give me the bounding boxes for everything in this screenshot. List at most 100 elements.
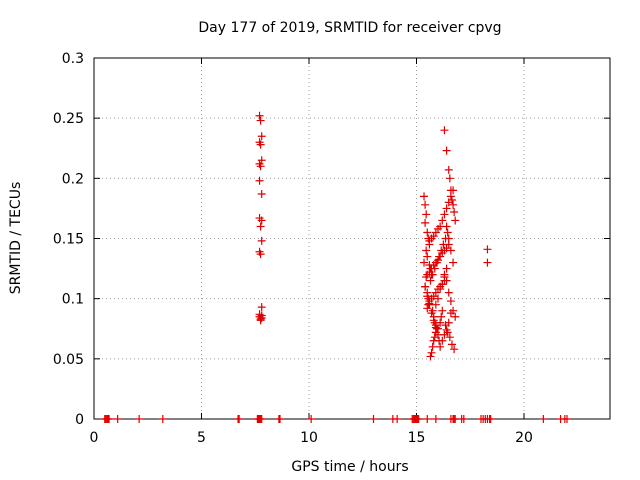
data-point [447,195,456,204]
data-point [459,415,468,423]
data-point [436,285,445,294]
data-point [442,222,451,231]
data-point [443,228,452,237]
y-tick-label: 0.2 [62,171,84,187]
data-point [446,186,455,195]
data-point [256,116,265,125]
data-point [431,323,440,332]
data-point [431,300,440,309]
data-point [421,218,430,227]
x-tick-label: 0 [90,430,99,446]
data-point [444,318,453,327]
data-point [426,352,435,361]
data-point [421,282,430,291]
data-point [423,304,432,313]
data-point [447,340,456,349]
data-point [434,294,442,303]
data-point [158,415,167,423]
data-point [275,415,284,423]
data-point [257,132,266,141]
data-point [256,250,265,259]
data-point [257,303,266,312]
data-point [255,159,264,168]
data-point [449,200,458,209]
data-point [483,245,492,254]
data-point [105,415,114,423]
data-point [442,204,451,213]
data-point [425,299,434,308]
data-point [486,415,495,423]
data-point [427,309,436,318]
data-point [442,264,451,273]
data-point [437,246,446,255]
x-tick-label: 10 [300,430,318,446]
data-point [423,292,432,301]
data-point [428,270,437,279]
data-point [446,309,455,318]
data-point [426,276,435,285]
data-point [446,297,455,306]
data-point [257,415,266,423]
data-point [440,273,449,282]
x-tick-label: 20 [515,430,533,446]
data-point [235,415,244,423]
data-point [256,315,265,324]
data-point [257,236,266,245]
data-point [439,240,448,249]
data-point [421,200,430,209]
data-point [441,234,450,243]
data-point [255,176,264,185]
data-point [423,415,432,423]
data-point [135,415,144,423]
data-point [431,415,440,423]
data-point [444,165,453,174]
data-point [435,252,444,261]
data-point [113,415,122,423]
data-point [255,111,264,120]
data-point [539,415,548,423]
data-point [437,312,446,321]
data-point [451,216,460,225]
data-point [420,192,429,201]
y-tick-label: 0.15 [53,232,84,248]
data-point [423,252,432,261]
y-tick-labels: 0 0.05 0.1 0.15 0.2 0.25 0.3 [53,51,84,428]
data-point [449,258,458,267]
y-tick-label: 0.05 [53,352,84,368]
chart-title: Day 177 of 2019, SRMTID for receiver cpv… [198,20,501,36]
x-axis-title: GPS time / hours [291,459,408,475]
axis-ticks [93,57,610,420]
data-point [442,146,451,155]
data-point [256,222,265,231]
data-point [257,189,266,198]
data-point [438,306,447,315]
data-point [436,342,445,351]
data-point [446,246,455,255]
data-point [445,333,454,342]
data-point [438,280,447,289]
data-point [451,312,460,321]
data-point [424,300,433,309]
data-point [423,228,432,237]
data-point [430,333,439,342]
data-point [450,208,459,217]
data-point [430,264,439,273]
data-point [440,126,449,135]
data-point [429,336,438,345]
data-point [422,246,431,255]
data-point [257,216,266,225]
data-point [483,258,492,267]
y-tick-label: 0.25 [53,111,84,127]
data-point [422,210,431,219]
data-point [438,216,447,225]
data-point [445,174,454,183]
x-tick-labels: 0 5 10 15 20 [90,430,533,446]
data-point [427,348,436,357]
data-point [438,336,447,345]
y-axis-title: SRMTID / TECUs [8,182,24,295]
data-point [440,330,449,339]
data-point [436,318,445,327]
data-point [563,415,571,423]
